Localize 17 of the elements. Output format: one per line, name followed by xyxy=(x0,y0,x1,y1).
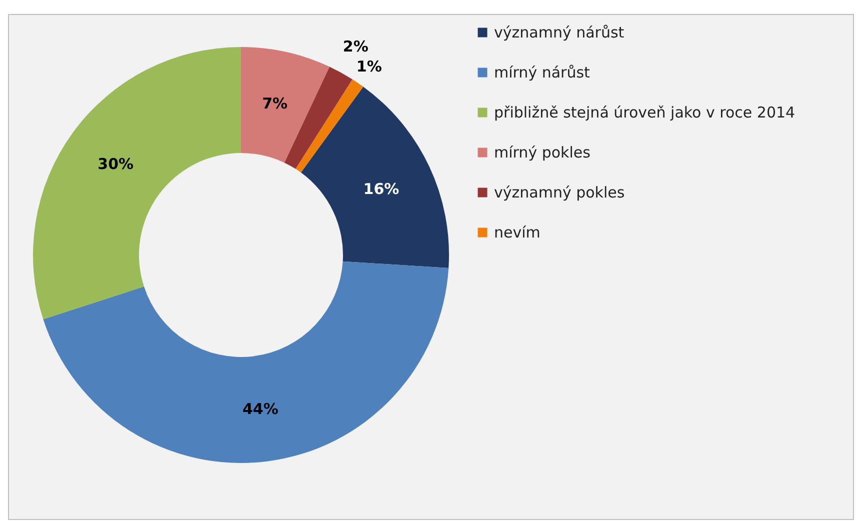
data-label: 1% xyxy=(356,57,382,76)
donut-slice xyxy=(241,47,330,163)
donut-slice xyxy=(43,261,449,463)
legend-label: mírný nárůst xyxy=(494,64,590,82)
data-label: 30% xyxy=(98,154,134,173)
data-label: 16% xyxy=(363,180,400,198)
data-label: 2% xyxy=(342,37,368,56)
donut-slice xyxy=(33,47,241,320)
data-label: 44% xyxy=(242,400,278,418)
legend-label: mírný pokles xyxy=(494,144,591,162)
donut-slice xyxy=(296,79,364,172)
legend-label: významný nárůst xyxy=(494,24,624,42)
legend-label: významný pokles xyxy=(494,184,625,202)
donut-slice xyxy=(300,86,449,268)
legend-label: přibližně stejná úroveň jako v roce 2014 xyxy=(494,104,796,122)
legend-label: nevím xyxy=(494,224,540,242)
data-label: 7% xyxy=(262,94,288,113)
